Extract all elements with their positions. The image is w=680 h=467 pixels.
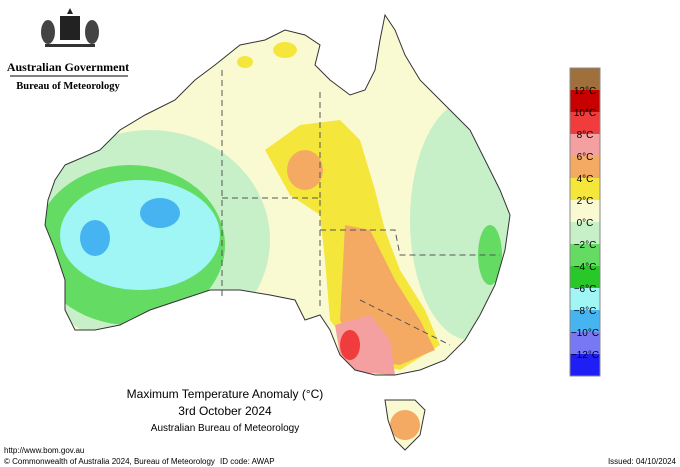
footer-url: http://www.bom.gov.au [4,446,84,455]
agency: Australian Government [7,60,129,74]
footer-id: ID code: AWAP [220,457,275,466]
legend-swatch [570,178,600,200]
legend-swatch [570,112,600,134]
legend-swatch [570,134,600,156]
legend-label: 12°C [574,86,596,97]
title-line-1: Maximum Temperature Anomaly (°C) [127,387,324,401]
legend-label: 2°C [577,196,594,207]
footer-issued: Issued: 04/10/2024 [608,457,677,466]
legend-label: −8°C [574,306,597,317]
legend-swatch [570,288,600,310]
legend-label: −4°C [574,262,597,273]
legend-label: 10°C [574,108,596,119]
legend-swatch [570,354,600,376]
legend-label: −6°C [574,284,597,295]
legend-frame [569,67,601,377]
legend-label: −12°C [571,350,599,361]
title-line-2: 3rd October 2024 [178,404,272,418]
emblem [41,8,99,47]
legend-label: 8°C [577,130,594,141]
legend-swatch [570,310,600,332]
coastline [44,13,511,451]
legend-label: 0°C [577,218,594,229]
state-borders [221,70,500,346]
legend-swatch [570,156,600,178]
title-line-3: Australian Bureau of Meteorology [151,423,299,434]
legend-swatch [570,90,600,112]
legend-label: −10°C [571,328,599,339]
legend-swatch [570,266,600,288]
legend-swatch [570,244,600,266]
legend-swatch [570,200,600,222]
legend-swatch [570,332,600,354]
legend-swatch [570,68,600,90]
bureau: Bureau of Meteorology [16,81,120,92]
legend-label: 6°C [577,152,594,163]
legend: 12°C 10°C 8°C 6°C 4°C 2°C 0°C −2°C −4°C −6°C −8°C −… [569,67,601,377]
footer-copyright: © Commonwealth of Australia 2024, Bureau… [4,457,215,466]
legend-label: −2°C [574,240,597,251]
legend-label: 4°C [577,174,594,185]
legend-swatch [570,222,600,244]
